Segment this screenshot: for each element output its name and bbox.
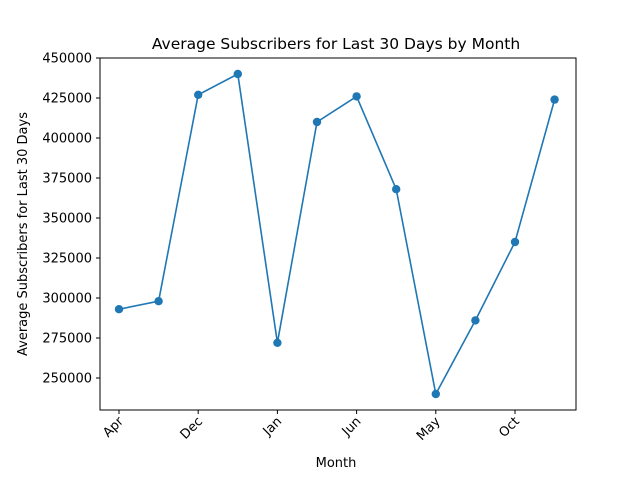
data-point bbox=[352, 92, 361, 101]
data-point bbox=[154, 297, 163, 306]
series-line bbox=[118, 72, 556, 397]
x-tick-label: Apr bbox=[100, 414, 127, 441]
x-tick-label: Jan bbox=[260, 414, 285, 439]
data-point bbox=[510, 237, 520, 247]
y-tick-label: 250000 bbox=[42, 372, 92, 387]
y-axis-label: Average Subscribers for Last 30 Days bbox=[16, 112, 31, 356]
data-point bbox=[233, 69, 242, 79]
y-tick-label: 300000 bbox=[42, 292, 92, 307]
y-tick-label: 375000 bbox=[42, 172, 92, 187]
y-tick-label: 325000 bbox=[42, 252, 92, 267]
y-tick-label: 350000 bbox=[42, 212, 92, 227]
y-axis-ticks: 250000 275000 300000 325000 350000 375000 4000… bbox=[42, 52, 100, 387]
x-axis-ticks: Apr Dec Jan Jun May Oct bbox=[100, 410, 523, 444]
data-point bbox=[273, 338, 282, 347]
x-axis-label: Month bbox=[316, 456, 357, 471]
y-tick-label: 275000 bbox=[42, 332, 92, 347]
y-tick-label: 450000 bbox=[42, 52, 92, 67]
series-points bbox=[114, 69, 559, 399]
x-tick-label: May bbox=[414, 414, 444, 444]
plot-area bbox=[99, 57, 577, 411]
data-point bbox=[431, 389, 440, 399]
x-tick-label: Jun bbox=[339, 414, 365, 440]
data-point bbox=[471, 316, 480, 325]
y-tick-label: 425000 bbox=[42, 92, 92, 107]
data-point bbox=[392, 185, 401, 194]
x-tick-label: Oct bbox=[496, 414, 523, 441]
data-point bbox=[312, 117, 322, 127]
data-point bbox=[114, 305, 124, 314]
data-point bbox=[550, 95, 559, 104]
data-point bbox=[194, 90, 203, 100]
y-tick-label: 400000 bbox=[42, 132, 92, 147]
chart-title: Average Subscribers for Last 30 Days by … bbox=[152, 35, 520, 53]
x-tick-label: Dec bbox=[178, 414, 206, 442]
